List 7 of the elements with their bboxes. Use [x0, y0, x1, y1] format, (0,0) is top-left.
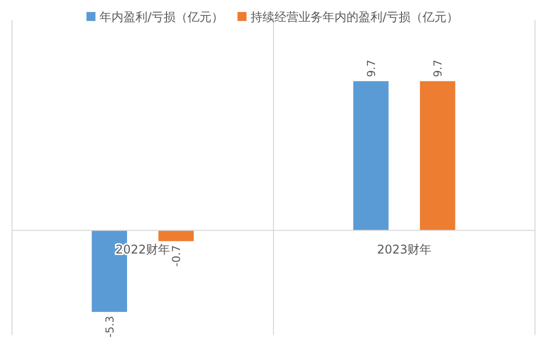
data-label: -5.3 [103, 316, 116, 338]
legend-label: 年内盈利/亏损（亿元） [99, 10, 224, 24]
legend-label: 持续经营业务年内的盈利/亏损（亿元） [250, 10, 459, 24]
data-label: 9.7 [432, 60, 445, 78]
x-tick-label: 2023财年 [376, 242, 432, 256]
data-label: -0.7 [170, 245, 184, 267]
data-label: 9.7 [364, 60, 378, 78]
